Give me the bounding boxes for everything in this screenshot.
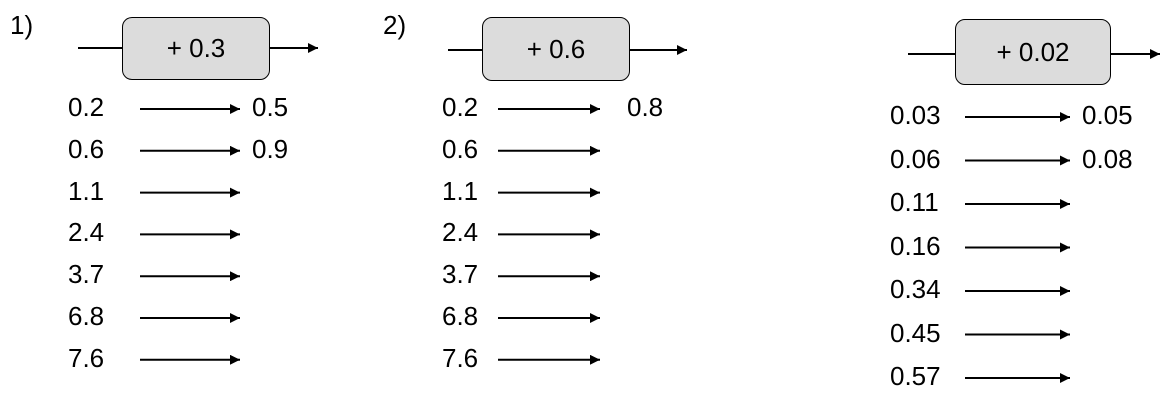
input-value: 0.11 [890,187,939,217]
input-value: 0.2 [68,92,105,122]
question-label: 2) [383,10,407,40]
function-machine-lines [908,49,1160,383]
input-value: 0.45 [890,317,941,348]
input-value: 0.06 [890,143,941,174]
operation-label: + 0.02 [996,36,1070,67]
operation-label: + 0.3 [166,33,226,63]
operation-box: + 0.3 [122,17,270,80]
output-value: 0.08 [1082,143,1133,174]
panel-2: 2) + 0.6 0.2 0.8 0.6 1.1 2.4 3.7 6.8 7.6 [380,0,760,393]
output-value: 0.05 [1082,100,1133,130]
input-value: 1.1 [68,175,105,206]
function-machine-lines [448,45,687,365]
input-value: 0.6 [442,133,479,164]
input-value: 0.34 [890,274,941,304]
output-value: 0.8 [627,92,664,122]
input-value: 0.57 [890,361,941,391]
input-value: 1.1 [442,175,479,206]
input-value: 0.16 [890,230,941,261]
panel-3: + 0.02 0.03 0.05 0.06 0.08 0.11 0.16 0.34 0.45 0… [760,0,1165,393]
input-value: 0.2 [442,92,479,122]
operation-label: + 0.6 [526,33,586,64]
panel-1: 1) + 0.3 0.2 0.5 0.6 0.9 1.1 2.4 3.7 6.8 7.6 [0,0,380,393]
input-value: 0.6 [68,133,105,164]
input-value: 2.4 [68,217,105,248]
input-value: 3.7 [442,259,479,290]
input-value: 2.4 [442,217,479,248]
output-value: 0.9 [252,133,289,164]
input-value: 6.8 [68,301,105,331]
question-label: 1) [10,10,34,40]
output-value: 0.5 [252,92,289,122]
input-value: 3.7 [68,259,105,290]
input-value: 7.6 [68,342,105,373]
operation-box: + 0.6 [482,17,630,81]
function-machine-lines [78,43,318,365]
input-value: 6.8 [442,301,479,331]
input-value: 7.6 [442,342,479,373]
input-value: 0.03 [890,100,941,130]
operation-box: + 0.02 [955,19,1111,85]
